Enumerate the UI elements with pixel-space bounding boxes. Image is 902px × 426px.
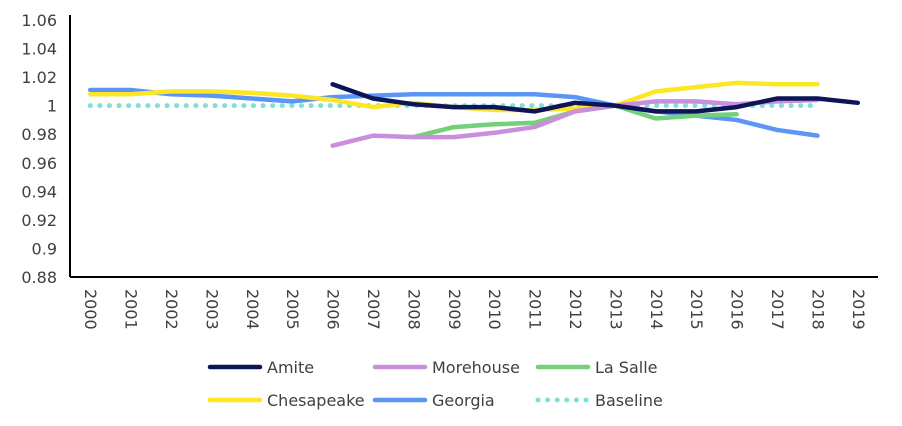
x-tick-label: 2001	[122, 289, 141, 330]
y-tick-label: 0.92	[21, 211, 57, 230]
x-tick-label: 2019	[849, 289, 868, 330]
y-tick-label: 0.94	[21, 182, 57, 201]
legend-label: Georgia	[432, 391, 495, 410]
y-tick-label: 1.02	[21, 68, 57, 87]
x-tick-label: 2006	[324, 289, 343, 330]
legend-label: Chesapeake	[267, 391, 365, 410]
x-tick-label: 2012	[566, 289, 585, 330]
y-tick-label: 0.9	[32, 239, 57, 258]
y-tick-label: 0.88	[21, 268, 57, 287]
legend-label: Baseline	[595, 391, 663, 410]
x-tick-label: 2015	[687, 289, 706, 330]
y-tick-label: 1.06	[21, 11, 57, 30]
x-tick-label: 2008	[404, 289, 423, 330]
x-tick-label: 2017	[768, 289, 787, 330]
x-tick-label: 2000	[81, 289, 100, 330]
x-tick-label: 2014	[647, 289, 666, 330]
x-tick-label: 2010	[485, 289, 504, 330]
x-tick-label: 2009	[445, 289, 464, 330]
legend-label: Amite	[267, 358, 314, 377]
y-tick-label: 0.96	[21, 154, 57, 173]
x-tick-label: 2013	[606, 289, 625, 330]
x-tick-label: 2003	[202, 289, 221, 330]
x-tick-label: 2011	[526, 289, 545, 330]
x-tick-label: 2007	[364, 289, 383, 330]
y-tick-label: 0.98	[21, 125, 57, 144]
y-tick-label: 1	[47, 97, 57, 116]
legend-label: Morehouse	[432, 358, 520, 377]
x-tick-label: 2004	[243, 289, 262, 330]
series-line-morehouse	[330, 97, 820, 148]
x-tick-label: 2002	[162, 289, 181, 330]
x-tick-label: 2005	[283, 289, 302, 330]
legend-label: La Salle	[595, 358, 658, 377]
y-tick-label: 1.04	[21, 40, 57, 59]
x-tick-label: 2016	[728, 289, 747, 330]
series-line-amite	[330, 82, 861, 114]
x-tick-label: 2018	[808, 289, 827, 330]
